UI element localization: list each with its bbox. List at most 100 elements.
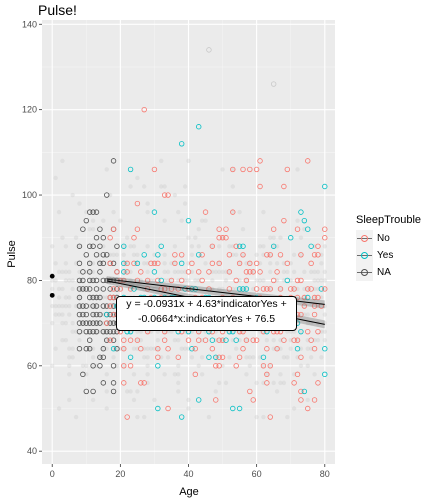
data-point-background: [90, 226, 96, 232]
data-point-yes: [189, 346, 195, 352]
data-point-no: [216, 363, 222, 369]
data-point-background: [60, 286, 65, 292]
data-point-no: [264, 286, 270, 292]
data-point-background: [145, 346, 150, 351]
data-point-background: [247, 355, 253, 360]
data-point-background: [63, 337, 69, 343]
data-point-background: [298, 252, 304, 258]
data-point-na: [100, 235, 107, 241]
data-point-background: [278, 235, 283, 240]
data-point-background: [268, 235, 273, 240]
data-point-background: [90, 363, 96, 369]
data-point-background: [288, 346, 293, 351]
data-point-background: [271, 380, 276, 386]
data-point-background: [135, 414, 140, 420]
data-point-background: [60, 158, 65, 164]
data-point-na: [93, 328, 100, 335]
data-point-background: [285, 269, 290, 275]
data-point-no: [315, 328, 321, 335]
data-point-no: [233, 243, 239, 249]
data-point-na: [90, 363, 96, 369]
data-point-background: [312, 372, 317, 377]
data-point-background: [121, 252, 126, 258]
data-point-no: [192, 346, 199, 352]
data-point-background: [305, 397, 310, 403]
data-point-no: [104, 320, 110, 326]
data-point-na: [80, 226, 86, 232]
data-point-na: [97, 354, 103, 360]
data-point-no: [267, 363, 273, 369]
data-point-background: [274, 389, 280, 394]
data-point-background: [308, 355, 314, 360]
data-point-background: [124, 389, 130, 394]
data-point-background: [155, 337, 161, 343]
data-point-yes: [178, 414, 185, 420]
data-point-no: [124, 414, 130, 420]
data-point-background: [254, 380, 259, 386]
data-point-no: [216, 337, 222, 343]
y-tick-label: 60: [27, 361, 37, 371]
data-point-background: [203, 261, 208, 266]
data-point-background: [176, 380, 181, 386]
data-point-background: [104, 389, 109, 394]
data-point-yes: [127, 166, 134, 173]
data-point-background: [162, 372, 167, 377]
data-point-background: [196, 363, 201, 369]
data-point-no: [219, 337, 226, 343]
data-point-no: [185, 337, 192, 343]
data-point-background: [254, 414, 259, 420]
data-point-no: [257, 183, 263, 190]
data-point-outlier: [196, 124, 202, 130]
data-point-background: [220, 286, 225, 292]
data-point-background: [162, 261, 167, 266]
data-point-na: [110, 158, 117, 164]
x-axis-label: Age: [179, 486, 199, 498]
data-point-background: [322, 278, 327, 283]
data-point-background: [261, 414, 266, 420]
data-point-no: [250, 337, 256, 343]
data-point-na: [93, 252, 100, 258]
data-point-na: [97, 320, 103, 326]
data-point-no: [107, 303, 113, 309]
data-point-no: [308, 286, 314, 292]
data-point-background: [176, 209, 181, 215]
data-point-background: [240, 226, 246, 232]
data-point-na: [86, 243, 93, 249]
data-point-na: [107, 277, 113, 284]
data-point-no: [298, 277, 304, 284]
data-point-background: [114, 252, 120, 258]
data-point-background: [271, 235, 276, 240]
data-point-na: [76, 311, 83, 318]
data-point-background: [162, 252, 167, 258]
data-point-background: [186, 406, 191, 411]
data-point-background: [261, 244, 266, 249]
data-point-no: [219, 354, 226, 360]
data-point-background: [257, 244, 263, 249]
data-point-background: [227, 355, 232, 360]
data-point-outlier: [178, 141, 185, 147]
data-point-background: [87, 269, 92, 275]
y-axis-label: Pulse: [6, 240, 18, 268]
data-point-na: [86, 328, 93, 335]
data-point-na: [97, 294, 103, 301]
data-point-background: [131, 244, 137, 249]
data-point-no: [253, 337, 260, 343]
data-point-background: [73, 414, 79, 420]
data-point-no: [175, 354, 181, 360]
data-point-no: [311, 311, 318, 318]
data-point-na: [76, 294, 83, 301]
data-point-background: [257, 278, 263, 283]
data-point-yes: [240, 286, 246, 292]
data-point-background: [50, 320, 55, 326]
data-point-background: [216, 261, 222, 266]
data-point-yes: [121, 260, 127, 267]
legend-key-no: [356, 230, 373, 247]
data-point-background: [261, 363, 266, 369]
data-point-na: [114, 346, 120, 352]
data-point-background: [50, 244, 55, 249]
data-point-background: [237, 209, 242, 215]
data-point-background: [244, 372, 249, 377]
data-point-no: [209, 260, 216, 267]
data-point-no: [165, 405, 171, 412]
data-point-background: [60, 235, 65, 240]
